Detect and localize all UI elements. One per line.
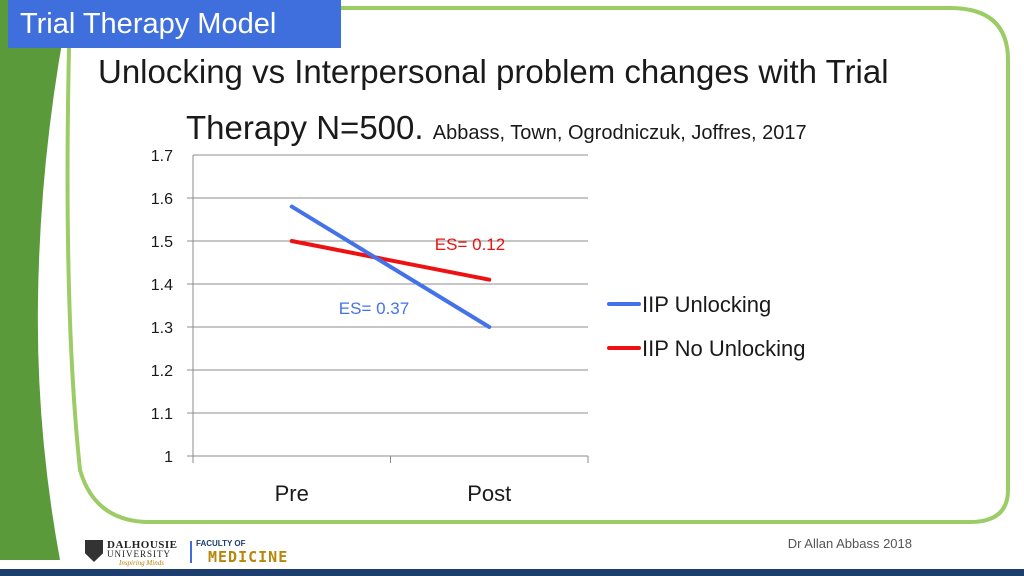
footer-bar <box>0 569 1024 576</box>
headline-line-2: Therapy N=500. <box>186 109 424 146</box>
green-side-band <box>0 0 70 560</box>
section-tab: Trial Therapy Model <box>8 0 341 48</box>
slide-headline: Unlocking vs Interpersonal problem chang… <box>98 44 998 161</box>
y-tick-label: 1.4 <box>151 277 173 294</box>
citation: Abbass, Town, Ogrodniczuk, Joffres, 2017 <box>432 122 807 144</box>
series-line-iip-no-unlocking <box>289 239 492 282</box>
y-tick-label: 1.5 <box>151 234 173 251</box>
green-frame-outline <box>65 6 1010 524</box>
dalhousie-logo-line2: UNIVERSITY <box>107 549 171 559</box>
x-tick-label: Pre <box>275 481 309 506</box>
x-tick-label: Post <box>467 481 511 506</box>
y-tick-label: 1 <box>164 449 173 466</box>
y-tick-label: 1.7 <box>151 148 173 165</box>
y-tick-label: 1.2 <box>151 363 173 380</box>
dalhousie-logo-line1: DALHOUSIE <box>107 539 178 551</box>
y-tick-label: 1.6 <box>151 191 173 208</box>
y-tick-label: 1.3 <box>151 320 173 337</box>
y-tick-label: 1.1 <box>151 406 173 423</box>
dalhousie-crest-icon <box>85 540 103 562</box>
effect-size-label: ES= 0.37 <box>339 299 409 318</box>
faculty-logo-line1: FACULTY OF <box>196 539 246 548</box>
series-line-iip-unlocking <box>289 204 492 329</box>
footer-credit: Dr Allan Abbass 2018 <box>787 536 912 551</box>
faculty-logo-line2: MEDICINE <box>208 548 289 566</box>
legend-label: IIP Unlocking <box>642 292 771 317</box>
faculty-logo-bar <box>190 541 192 563</box>
faculty-of-medicine-logo: FACULTY OF MEDICINE <box>190 539 290 567</box>
effect-size-label: ES= 0.12 <box>435 235 505 254</box>
headline-line-2-wrap: Therapy N=500. Abbass, Town, Ogrodniczuk… <box>98 100 998 161</box>
dalhousie-logo: DALHOUSIE UNIVERSITY Inspiring Minds <box>85 538 180 568</box>
legend-label: IIP No Unlocking <box>642 336 805 361</box>
slide-background-frame <box>0 0 1010 560</box>
dalhousie-tagline: Inspiring Minds <box>119 559 164 567</box>
headline-line-1: Unlocking vs Interpersonal problem chang… <box>98 53 889 90</box>
